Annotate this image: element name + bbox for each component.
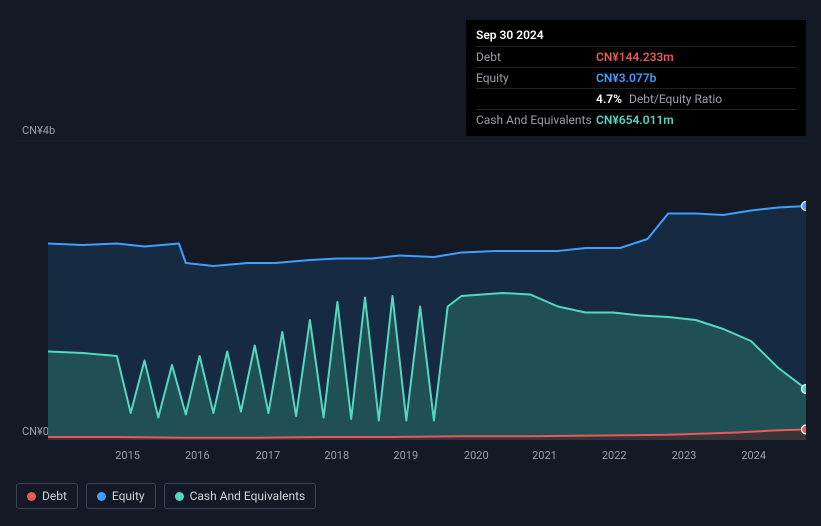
tooltip-value: CN¥144.233m: [596, 50, 796, 64]
tooltip-label: Cash And Equivalents: [476, 113, 596, 127]
xaxis-label: 2016: [185, 449, 210, 462]
legend-item-equity[interactable]: Equity: [86, 483, 156, 509]
ratio-sub: Debt/Equity Ratio: [629, 92, 722, 106]
legend-dot-icon: [175, 492, 184, 501]
xaxis-label: 2020: [464, 449, 489, 462]
xaxis: 2015 2016 2017 2018 2019 2020 2021 2022 2023 2024: [16, 449, 806, 465]
legend-dot-icon: [27, 492, 36, 501]
legend-item-debt[interactable]: Debt: [16, 483, 78, 509]
tooltip-value: CN¥3.077b: [596, 71, 796, 85]
legend-item-cash-and-equivalents[interactable]: Cash And Equivalents: [164, 483, 317, 509]
chart-legend: Debt Equity Cash And Equivalents: [16, 483, 316, 509]
legend-label: Equity: [112, 489, 145, 503]
tooltip-row-cash: Cash And Equivalents CN¥654.011m: [476, 109, 796, 130]
xaxis-label: 2021: [532, 449, 557, 462]
tooltip-value: CN¥654.011m: [596, 113, 796, 127]
legend-label: Cash And Equivalents: [190, 489, 306, 503]
yaxis-label-top: CN¥4b: [22, 124, 55, 137]
xaxis-label: 2015: [115, 449, 140, 462]
tooltip-label: Equity: [476, 71, 596, 85]
tooltip-row-debt: Debt CN¥144.233m: [476, 46, 796, 67]
xaxis-label: 2019: [393, 449, 418, 462]
ratio-value: 4.7%: [596, 92, 622, 106]
legend-dot-icon: [97, 492, 106, 501]
tooltip-label: [476, 92, 596, 106]
tooltip-row-equity: Equity CN¥3.077b: [476, 67, 796, 88]
tooltip-value: 4.7% Debt/Equity Ratio: [596, 92, 796, 106]
tooltip-date: Sep 30 2024: [476, 28, 796, 42]
xaxis-label: 2022: [602, 449, 627, 462]
xaxis-label: 2017: [255, 449, 280, 462]
chart-tooltip: Sep 30 2024 Debt CN¥144.233m Equity CN¥3…: [466, 20, 806, 136]
tooltip-label: Debt: [476, 50, 596, 64]
area-chart[interactable]: [16, 140, 806, 440]
tooltip-row-ratio: 4.7% Debt/Equity Ratio: [476, 88, 796, 109]
xaxis-label: 2018: [324, 449, 349, 462]
legend-label: Debt: [42, 489, 67, 503]
xaxis-label: 2023: [672, 449, 697, 462]
xaxis-label: 2024: [741, 449, 766, 462]
